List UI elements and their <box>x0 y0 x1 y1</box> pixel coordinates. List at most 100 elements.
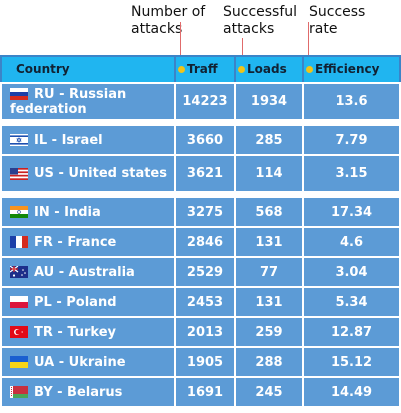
pointer-line-efficiency <box>308 22 309 64</box>
table-row: AU - Australia 2529 77 3.04 <box>0 258 401 286</box>
annotation-line-2: attacks <box>223 21 275 37</box>
country-content: IL - Israel <box>10 133 103 148</box>
table-row: IN - India 3275 568 17.34 <box>0 198 401 226</box>
country-name: PL - Poland <box>34 294 117 310</box>
loads-cell: 288 <box>236 348 302 376</box>
bullet-dot-icon <box>178 66 185 73</box>
country-name: FR - France <box>34 234 117 250</box>
loads-cell: 245 <box>236 378 302 406</box>
country-name: UA - Ukraine <box>34 354 126 370</box>
efficiency-cell: 3.04 <box>304 258 399 286</box>
country-cell: AU - Australia <box>2 258 174 286</box>
pointer-line-traff <box>180 22 181 64</box>
traff-cell: 1691 <box>176 378 234 406</box>
table-row: UA - Ukraine 1905 288 15.12 <box>0 348 401 376</box>
fr-flag-icon <box>10 236 28 248</box>
table-row: TR - Turkey 2013 259 12.87 <box>0 318 401 346</box>
country-cell: TR - Turkey <box>2 318 174 346</box>
country-content: RU - Russian federation <box>10 87 174 117</box>
header-efficiency-label: Efficiency <box>315 62 380 76</box>
stats-table: Country Traff Loads Efficiency RU - Russ… <box>0 55 401 413</box>
country-name: US - United states <box>34 166 167 181</box>
table-row: BY - Belarus 1691 245 14.49 <box>0 378 401 406</box>
header-country: Country <box>2 57 174 82</box>
loads-cell: 568 <box>236 198 302 226</box>
country-cell: IN - India <box>2 198 174 226</box>
country-content: FR - France <box>10 235 116 250</box>
country-content: IN - India <box>10 205 101 220</box>
traff-cell: 2846 <box>176 228 234 256</box>
country-cell: BY - Belarus <box>2 378 174 406</box>
country-cell: PL - Poland <box>2 288 174 316</box>
bullet-dot-icon <box>306 66 313 73</box>
traff-cell: 2013 <box>176 318 234 346</box>
header-country-label: Country <box>16 62 70 76</box>
loads-cell: 131 <box>236 288 302 316</box>
country-content: AU - Australia <box>10 265 135 280</box>
ua-flag-icon <box>10 356 28 368</box>
us-flag-icon <box>10 167 28 180</box>
efficiency-cell: 12.87 <box>304 318 399 346</box>
country-cell: RU - Russian federation <box>2 84 174 119</box>
country-content: PL - Poland <box>10 295 117 310</box>
annotation-number-of-attacks: Number of attacks <box>131 4 205 38</box>
header-traff: Traff <box>176 57 234 82</box>
efficiency-cell: 7.79 <box>304 126 399 154</box>
annotation-line-2: rate <box>309 21 338 37</box>
header-efficiency: Efficiency <box>304 57 399 82</box>
loads-cell: 77 <box>236 258 302 286</box>
tr-flag-icon <box>10 326 28 338</box>
bullet-dot-icon <box>238 66 245 73</box>
country-cell: US - United states <box>2 156 174 191</box>
il-flag-icon <box>10 134 28 146</box>
country-name: RU - Russian federation <box>10 86 127 117</box>
country-content: US - United states <box>10 166 167 181</box>
annotation-line-2: attacks <box>131 21 183 37</box>
loads-cell: 114 <box>236 156 302 191</box>
country-content: UA - Ukraine <box>10 355 126 370</box>
country-name: BY - Belarus <box>34 384 123 400</box>
annotation-line-1: Number of <box>131 4 206 20</box>
traff-cell: 3621 <box>176 156 234 191</box>
country-content: BY - Belarus <box>10 385 122 400</box>
traff-cell: 1905 <box>176 348 234 376</box>
table-row: RU - Russian federation 14223 1934 13.6 <box>0 84 401 119</box>
country-content: TR - Turkey <box>10 325 116 340</box>
country-name: TR - Turkey <box>34 324 117 340</box>
country-cell: UA - Ukraine <box>2 348 174 376</box>
table-header: Country Traff Loads Efficiency <box>0 55 401 82</box>
efficiency-cell: 17.34 <box>304 198 399 226</box>
loads-cell: 131 <box>236 228 302 256</box>
header-loads: Loads <box>236 57 302 82</box>
annotation-line-1: Successful <box>223 4 298 20</box>
efficiency-cell: 13.6 <box>304 84 399 119</box>
traff-cell: 3660 <box>176 126 234 154</box>
header-traff-label: Traff <box>187 62 218 76</box>
header-loads-label: Loads <box>247 62 287 76</box>
efficiency-cell: 3.15 <box>304 156 399 191</box>
table-row: US - United states 3621 114 3.15 <box>0 156 401 191</box>
annotation-successful-attacks: Successful attacks <box>223 4 297 38</box>
table-row: FR - France 2846 131 4.6 <box>0 228 401 256</box>
country-name: IL - Israel <box>34 132 103 148</box>
by-flag-icon <box>10 386 28 398</box>
traff-cell: 2529 <box>176 258 234 286</box>
country-cell: FR - France <box>2 228 174 256</box>
annotation-success-rate: Success rate <box>309 4 365 38</box>
efficiency-cell: 4.6 <box>304 228 399 256</box>
efficiency-cell: 14.49 <box>304 378 399 406</box>
loads-cell: 285 <box>236 126 302 154</box>
traff-cell: 14223 <box>176 84 234 119</box>
pointer-line-loads <box>242 38 243 64</box>
efficiency-cell: 15.12 <box>304 348 399 376</box>
traff-cell: 3275 <box>176 198 234 226</box>
country-name: IN - India <box>34 204 101 220</box>
table-row: IL - Israel 3660 285 7.79 <box>0 126 401 154</box>
efficiency-cell: 5.34 <box>304 288 399 316</box>
pl-flag-icon <box>10 296 28 308</box>
au-flag-icon <box>10 266 28 278</box>
loads-cell: 1934 <box>236 84 302 119</box>
country-name: AU - Australia <box>34 264 135 280</box>
country-cell: IL - Israel <box>2 126 174 154</box>
annotation-line-1: Success <box>309 4 366 20</box>
